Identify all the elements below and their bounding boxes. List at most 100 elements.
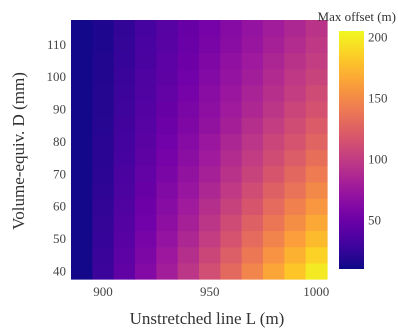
- heatmap-cell: [306, 52, 328, 69]
- heatmap-cell: [284, 150, 306, 167]
- heatmap-cell: [199, 166, 221, 183]
- heatmap-cell: [135, 36, 157, 53]
- heatmap-cell: [92, 263, 114, 280]
- heatmap-cell: [284, 52, 306, 69]
- heatmap-cell: [242, 214, 264, 231]
- heatmap-cell: [156, 198, 178, 215]
- heatmap-cell: [71, 69, 93, 86]
- heatmap-cell: [306, 182, 328, 199]
- heatmap-cell: [242, 69, 264, 86]
- heatmap-cell: [156, 36, 178, 53]
- heatmap-cell: [199, 36, 221, 53]
- heatmap-cell: [135, 150, 157, 167]
- heatmap-cell: [114, 166, 136, 183]
- heatmap-cell: [263, 101, 285, 118]
- heatmap-cell: [178, 36, 200, 53]
- heatmap-cell: [156, 150, 178, 167]
- heatmap-cell: [242, 198, 264, 215]
- colorbar: [339, 31, 364, 269]
- heatmap-cell: [284, 117, 306, 134]
- heatmap-cell: [263, 36, 285, 53]
- heatmap-cell: [114, 20, 136, 37]
- heatmap-cell: [114, 101, 136, 118]
- heatmap-cell: [156, 182, 178, 199]
- y-tick-label: 110: [47, 37, 66, 52]
- heatmap-cell: [199, 133, 221, 150]
- heatmap-cell: [263, 230, 285, 247]
- heatmap-cell: [199, 198, 221, 215]
- heatmap-cell: [178, 247, 200, 264]
- colorbar-tick-label: 150: [368, 91, 388, 106]
- heatmap-cells: [71, 20, 328, 280]
- heatmap-cell: [284, 20, 306, 37]
- heatmap-cell: [263, 150, 285, 167]
- y-tick-label: 80: [53, 134, 66, 149]
- heatmap-cell: [220, 101, 242, 118]
- heatmap-cell: [135, 117, 157, 134]
- heatmap-cell: [242, 247, 264, 264]
- heatmap-cell: [178, 20, 200, 37]
- heatmap-cell: [306, 263, 328, 280]
- heatmap-cell: [135, 230, 157, 247]
- heatmap-cell: [114, 69, 136, 86]
- x-axis-ticks: 900 950 1000: [93, 284, 329, 299]
- heatmap-cell: [306, 166, 328, 183]
- heatmap-cell: [306, 36, 328, 53]
- colorbar-title: Max offset (m): [318, 9, 396, 24]
- heatmap-cell: [156, 85, 178, 102]
- heatmap-cell: [114, 182, 136, 199]
- heatmap-cell: [178, 85, 200, 102]
- heatmap-cell: [92, 182, 114, 199]
- heatmap-cell: [242, 182, 264, 199]
- heatmap-cell: [92, 117, 114, 134]
- heatmap-cell: [220, 214, 242, 231]
- heatmap-cell: [92, 166, 114, 183]
- heatmap-cell: [71, 36, 93, 53]
- y-tick-label: 100: [47, 69, 67, 84]
- heatmap-cell: [263, 85, 285, 102]
- heatmap-cell: [220, 230, 242, 247]
- heatmap-cell: [220, 263, 242, 280]
- heatmap-cell: [220, 182, 242, 199]
- heatmap-cell: [135, 182, 157, 199]
- heatmap-cell: [306, 133, 328, 150]
- heatmap-cell: [220, 52, 242, 69]
- heatmap-cell: [114, 198, 136, 215]
- x-tick-label: 900: [93, 284, 113, 299]
- heatmap-cell: [284, 69, 306, 86]
- heatmap-cell: [156, 117, 178, 134]
- heatmap-cell: [199, 69, 221, 86]
- heatmap-cell: [306, 230, 328, 247]
- colorbar-tick-label: 50: [368, 213, 381, 228]
- heatmap-cell: [71, 101, 93, 118]
- heatmap-cell: [263, 198, 285, 215]
- heatmap-cell: [199, 101, 221, 118]
- heatmap-cell: [263, 69, 285, 86]
- heatmap-cell: [156, 247, 178, 264]
- heatmap-cell: [92, 150, 114, 167]
- y-tick-label: 60: [53, 199, 66, 214]
- heatmap-cell: [71, 117, 93, 134]
- heatmap-cell: [220, 198, 242, 215]
- heatmap-cell: [114, 133, 136, 150]
- colorbar-tick-label: 100: [368, 152, 388, 167]
- heatmap-cell: [92, 85, 114, 102]
- heatmap-cell: [156, 230, 178, 247]
- heatmap-cell: [199, 214, 221, 231]
- heatmap-cell: [220, 85, 242, 102]
- heatmap-cell: [114, 85, 136, 102]
- heatmap-cell: [242, 117, 264, 134]
- heatmap-cell: [220, 117, 242, 134]
- heatmap-cell: [242, 20, 264, 37]
- heatmap-cell: [178, 101, 200, 118]
- heatmap-cell: [306, 117, 328, 134]
- heatmap-cell: [242, 85, 264, 102]
- heatmap-cell: [135, 101, 157, 118]
- heatmap-cell: [220, 166, 242, 183]
- heatmap-cell: [220, 20, 242, 37]
- heatmap-cell: [284, 247, 306, 264]
- heatmap-cell: [114, 214, 136, 231]
- heatmap-cell: [178, 230, 200, 247]
- heatmap-cell: [242, 36, 264, 53]
